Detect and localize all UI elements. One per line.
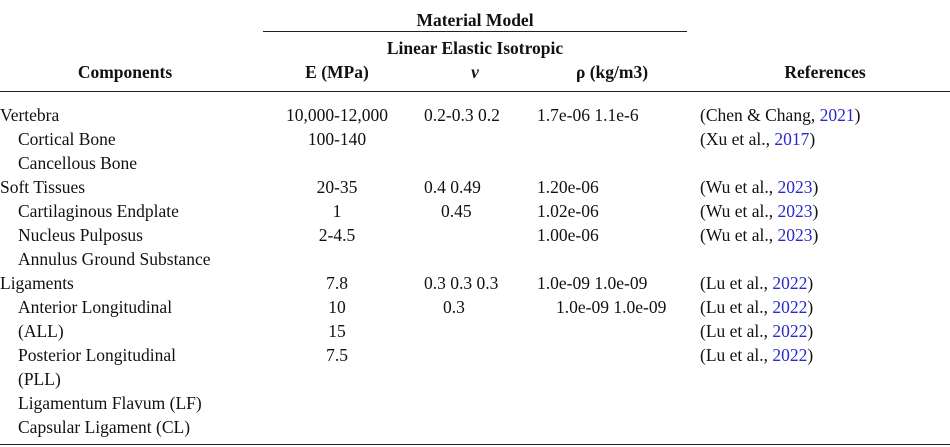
component: Cancellous Bone [18,153,138,173]
component: Nucleus Pulposus [18,225,143,245]
modulus: 10,000-12,000 [285,105,389,125]
ref-author: (Chen & Chang, [700,105,820,125]
ref-year[interactable]: 2022 [772,321,808,341]
model-title: Linear Elastic Isotropic [386,38,564,58]
component: (PLL) [18,369,61,389]
col-header: Components [77,62,173,82]
ref-close: ) [809,129,816,149]
poisson: 0.4 0.49 [424,177,481,197]
poisson: 0.3 [443,297,465,317]
density: 1.0e-09 1.0e-09 [556,297,667,317]
ref-author: (Lu et al., [700,297,773,317]
ref-year[interactable]: 2022 [772,297,808,317]
modulus: 15 [328,321,346,341]
ref-author: (Xu et al., [700,129,775,149]
modulus: 2-4.5 [318,225,356,245]
reference: (Lu et al., 2022) [700,321,813,341]
ref-year[interactable]: 2017 [774,129,810,149]
ref-close: ) [807,345,814,365]
ref-author: (Lu et al., [700,321,773,341]
modulus: 7.8 [326,273,348,293]
header-rule [0,91,950,92]
ref-close: ) [812,201,819,221]
component: Cortical Bone [18,129,116,149]
ref-close: ) [807,297,814,317]
ref-author: (Wu et al., [700,201,778,221]
component: Vertebra [0,105,60,125]
poisson: 0.3 0.3 0.3 [424,273,499,293]
ref-author: (Lu et al., [700,273,773,293]
poisson: 0.45 [441,201,472,221]
reference: (Lu et al., 2022) [700,297,813,317]
col-header: ρ (kg/m3) [575,62,649,82]
ref-year[interactable]: 2023 [777,201,813,221]
density: 1.00e-06 [537,225,599,245]
ref-author: (Lu et al., [700,345,773,365]
header-rule [263,31,687,32]
component: (ALL) [18,321,64,341]
component: Ligaments [0,273,74,293]
ref-year[interactable]: 2023 [777,225,813,245]
ref-year[interactable]: 2022 [772,345,808,365]
group-title: Material Model [416,10,534,30]
col-header: E (MPa) [305,62,369,82]
modulus: 1 [332,201,342,221]
ref-close: ) [807,273,814,293]
component: Ligamentum Flavum (LF) [18,393,202,413]
reference: (Xu et al., 2017) [700,129,815,149]
col-header: ν [471,62,479,82]
density: 1.20e-06 [537,177,599,197]
bottom-rule [0,444,950,445]
modulus: 20-35 [316,177,358,197]
ref-close: ) [854,105,861,125]
component: Capsular Ligament (CL) [18,417,191,437]
density: 1.0e-09 1.0e-09 [537,273,648,293]
component: Anterior Longitudinal [18,297,173,317]
density: 1.7e-06 1.1e-6 [537,105,639,125]
ref-year[interactable]: 2022 [772,273,808,293]
col-header: References [784,62,866,82]
ref-author: (Wu et al., [700,225,778,245]
component: Annulus Ground Substance [18,249,211,269]
reference: (Wu et al., 2023) [700,177,818,197]
ref-close: ) [807,321,814,341]
ref-year[interactable]: 2021 [819,105,855,125]
ref-year[interactable]: 2023 [777,177,813,197]
modulus: 7.5 [326,345,348,365]
reference: (Lu et al., 2022) [700,273,813,293]
modulus: 100-140 [307,129,367,149]
ref-close: ) [812,177,819,197]
reference: (Wu et al., 2023) [700,225,818,245]
component: Cartilaginous Endplate [18,201,179,221]
ref-author: (Wu et al., [700,177,778,197]
reference: (Lu et al., 2022) [700,345,813,365]
component: Soft Tissues [0,177,86,197]
poisson: 0.2-0.3 0.2 [424,105,500,125]
reference: (Wu et al., 2023) [700,201,818,221]
density: 1.02e-06 [537,201,599,221]
modulus: 10 [328,297,346,317]
ref-close: ) [812,225,819,245]
component: Posterior Longitudinal [18,345,176,365]
reference: (Chen & Chang, 2021) [700,105,860,125]
